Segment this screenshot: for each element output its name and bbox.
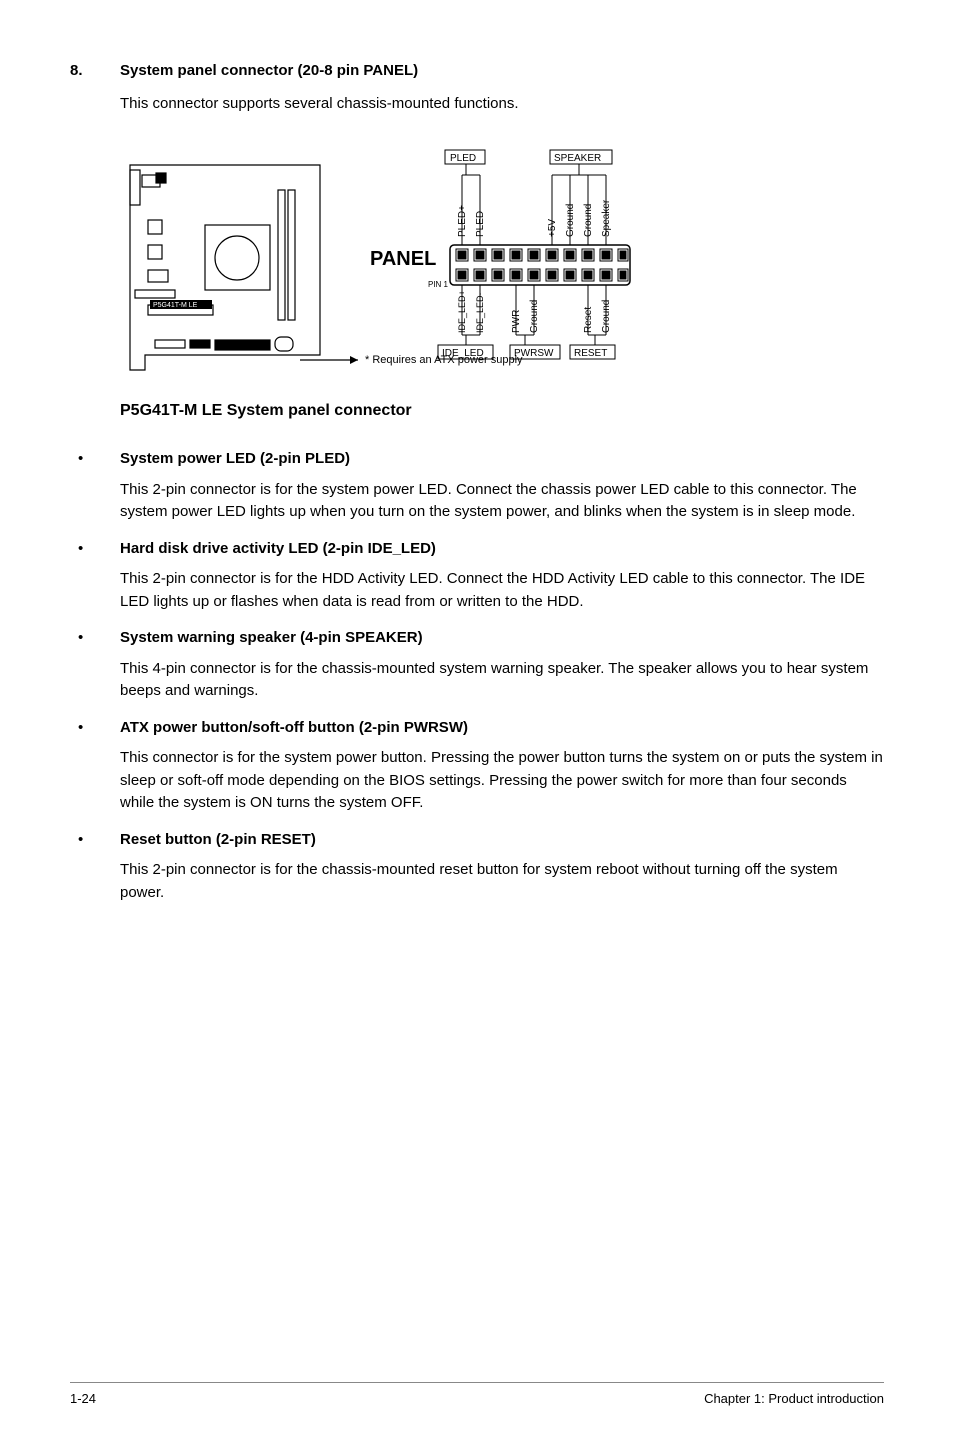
footer-chapter: Chapter 1: Product introduction (704, 1389, 884, 1409)
svg-text:Ground: Ground (565, 204, 576, 237)
bullet-title: ATX power button/soft-off button (2-pin … (120, 717, 468, 740)
svg-text:PWR: PWR (511, 310, 522, 333)
bullet-title: System warning speaker (4-pin SPEAKER) (120, 627, 423, 650)
svg-text:IDE_LED: IDE_LED (442, 348, 484, 359)
bullet-body: This 2-pin connector is for the chassis-… (120, 859, 884, 904)
section-number: 8. (70, 60, 120, 83)
panel-connector-diagram: P5G41T-M LE * Requires an ATX power supp… (120, 135, 660, 395)
svg-text:P5G41T-M LE: P5G41T-M LE (153, 302, 198, 309)
bullet-item: • ATX power button/soft-off button (2-pi… (70, 717, 884, 815)
svg-text:Ground: Ground (601, 300, 612, 333)
section-intro: This connector supports several chassis-… (120, 93, 884, 116)
svg-text:PLED: PLED (450, 153, 476, 164)
svg-text:PWRSW: PWRSW (514, 348, 554, 359)
bullet-item: • Hard disk drive activity LED (2-pin ID… (70, 538, 884, 614)
section-title: System panel connector (20-8 pin PANEL) (120, 60, 418, 83)
svg-text:SPEAKER: SPEAKER (554, 153, 601, 164)
svg-text:Ground: Ground (529, 300, 540, 333)
diagram-caption: P5G41T-M LE System panel connector (120, 399, 884, 423)
bullet-marker: • (70, 717, 120, 740)
section-header: 8. System panel connector (20-8 pin PANE… (70, 60, 884, 83)
svg-text:PIN 1: PIN 1 (428, 280, 449, 289)
bullet-marker: • (70, 829, 120, 852)
bullet-body: This connector is for the system power b… (120, 747, 884, 815)
bullet-marker: • (70, 627, 120, 650)
bullet-item: • System warning speaker (4-pin SPEAKER)… (70, 627, 884, 703)
footer-page: 1-24 (70, 1389, 96, 1409)
bullet-title: Hard disk drive activity LED (2-pin IDE_… (120, 538, 436, 561)
bullet-title: Reset button (2-pin RESET) (120, 829, 316, 852)
svg-text:IDE_LED+: IDE_LED+ (457, 290, 467, 333)
bullet-item: • Reset button (2-pin RESET) This 2-pin … (70, 829, 884, 905)
svg-text:IDE_LED-: IDE_LED- (475, 292, 485, 333)
bullet-marker: • (70, 448, 120, 471)
svg-text:Ground: Ground (583, 204, 594, 237)
svg-text:PLED+: PLED+ (457, 205, 468, 237)
page-footer: 1-24 Chapter 1: Product introduction (70, 1382, 884, 1409)
svg-text:+5V: +5V (547, 219, 558, 237)
bullet-title: System power LED (2-pin PLED) (120, 448, 350, 471)
svg-text:PANEL: PANEL (370, 248, 436, 270)
bullet-item: • System power LED (2-pin PLED) This 2-p… (70, 448, 884, 524)
bullet-body: This 2-pin connector is for the HDD Acti… (120, 568, 884, 613)
svg-text:Reset: Reset (583, 307, 594, 333)
bullet-marker: • (70, 538, 120, 561)
diagram-container: P5G41T-M LE * Requires an ATX power supp… (120, 135, 884, 423)
svg-text:Speaker: Speaker (601, 199, 612, 237)
svg-text:RESET: RESET (574, 348, 607, 359)
svg-text:PLED-: PLED- (475, 208, 486, 237)
bullet-body: This 4-pin connector is for the chassis-… (120, 658, 884, 703)
bullet-body: This 2-pin connector is for the system p… (120, 479, 884, 524)
